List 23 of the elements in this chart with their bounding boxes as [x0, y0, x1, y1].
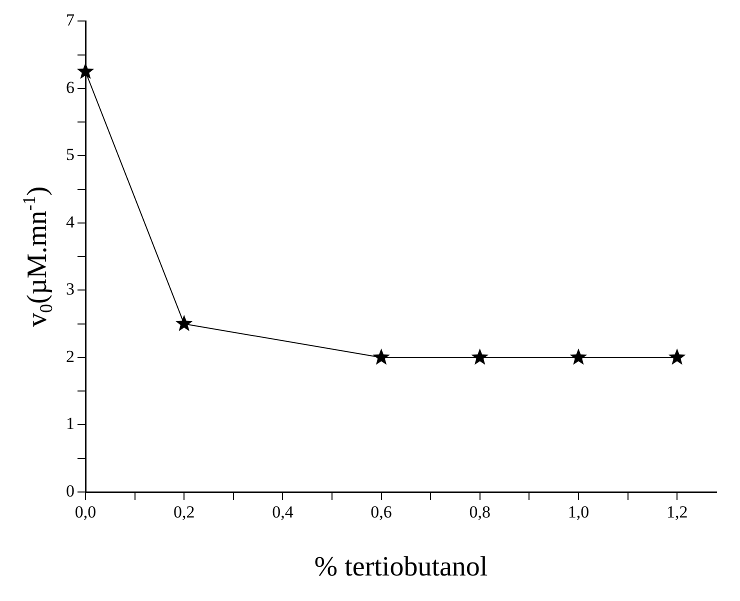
point: [372, 348, 390, 365]
x-tick-label: 1,2: [666, 502, 688, 522]
x-axis-title: % tertiobutanol: [314, 552, 488, 583]
y-tick-label: 7: [66, 10, 75, 30]
point: [76, 62, 94, 79]
y-tick-label: 3: [66, 280, 74, 299]
x-tick-label: 0,4: [272, 502, 294, 522]
point: [570, 348, 588, 365]
y-tick-label: 0: [66, 481, 74, 500]
x-tick-label: 0,8: [469, 502, 490, 522]
x-tick-label: 0,2: [173, 502, 195, 522]
y-tick-label: 5: [66, 145, 74, 164]
point: [471, 348, 488, 365]
y-tick-label: 1: [66, 414, 74, 434]
point: [668, 348, 686, 365]
y-axis-title: v0(µM.mn-1): [19, 186, 56, 327]
y-tick-label: 2: [66, 346, 74, 366]
point: [176, 314, 193, 332]
x-tick-label: 1,0: [568, 502, 590, 522]
x-tick-label: 0,0: [74, 502, 96, 522]
x-tick-label: 0,6: [370, 502, 392, 522]
y-tick-label: 4: [66, 212, 75, 232]
y-tick-label: 6: [66, 78, 74, 97]
